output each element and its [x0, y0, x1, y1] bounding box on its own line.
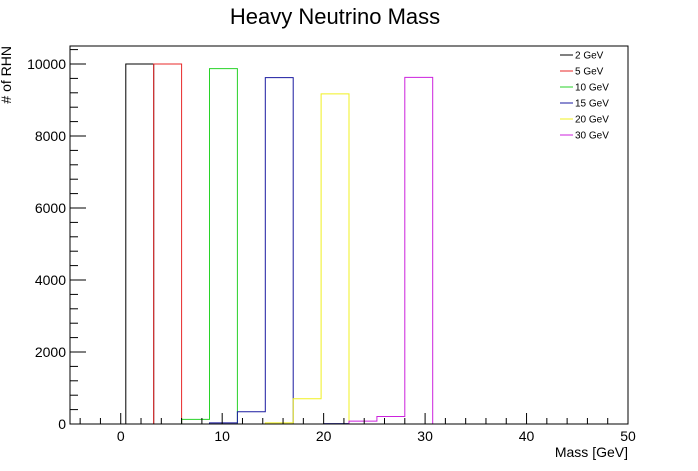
x-tick-label: 10 [214, 428, 230, 444]
x-tick-label: 40 [519, 428, 535, 444]
x-axis-label: Mass [GeV] [555, 444, 628, 460]
x-tick-label: 20 [316, 428, 332, 444]
series-5-line [70, 93, 628, 425]
series-layer [70, 63, 628, 425]
x-axis: 0 10 20 30 40 50 [79, 413, 636, 444]
y-tick-label: 0 [58, 416, 66, 432]
y-axis: 0 2000 4000 6000 8000 10000 [27, 49, 86, 432]
y-tick-label: 8000 [35, 128, 66, 144]
y-tick-label: 2000 [35, 344, 66, 360]
y-tick-label: 10000 [27, 56, 66, 72]
x-tick-label: 30 [417, 428, 433, 444]
series-6-line [70, 76, 628, 425]
y-tick-label: 6000 [35, 200, 66, 216]
x-tick-label: 50 [620, 428, 636, 444]
y-axis-label: # of RHN [0, 46, 14, 104]
legend-entry-label: 30 GeV [575, 131, 609, 142]
legend-entry-label: 2 GeV [575, 51, 604, 62]
legend-entry-label: 5 GeV [575, 67, 604, 78]
chart-title: Heavy Neutrino Mass [230, 4, 440, 29]
x-tick-label: 0 [117, 428, 125, 444]
legend-entry-label: 10 GeV [575, 83, 609, 94]
legend: 2 GeV 5 GeV 10 GeV 15 GeV 20 GeV 30 GeV [560, 51, 609, 142]
legend-entry-label: 15 GeV [575, 99, 609, 110]
plot-frame [69, 45, 629, 425]
legend-entry-label: 20 GeV [575, 115, 609, 126]
y-tick-label: 4000 [35, 272, 66, 288]
